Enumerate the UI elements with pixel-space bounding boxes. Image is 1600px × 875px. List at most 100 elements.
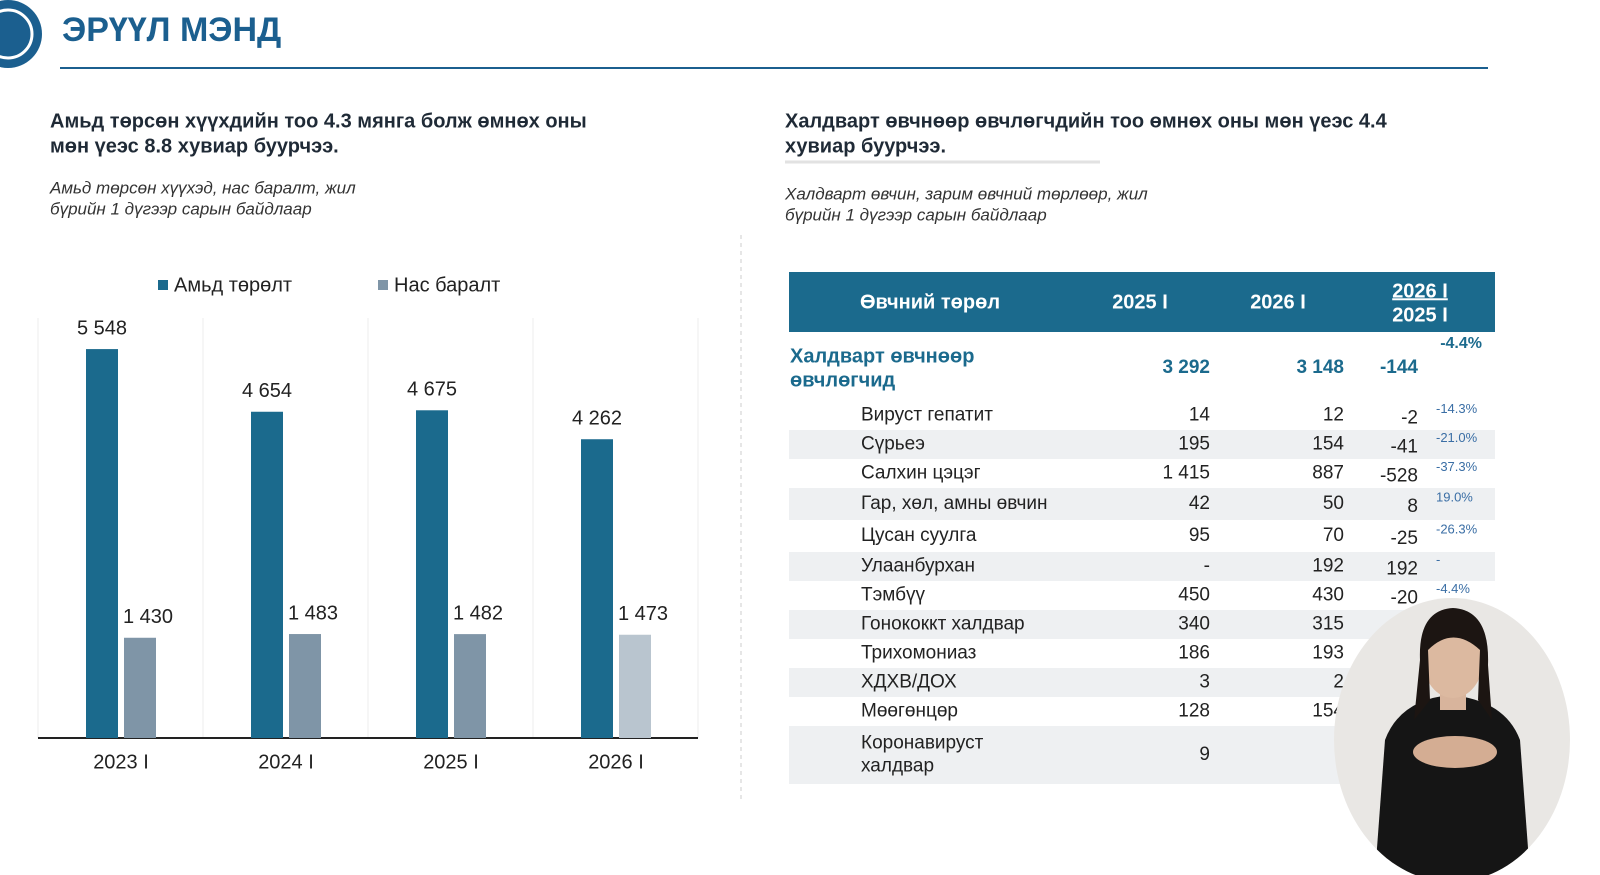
row-cell: 14 [1189, 405, 1211, 426]
header-cell: 2025 I [1392, 304, 1448, 326]
row-bg [789, 488, 1495, 520]
bar-value-label: 1 430 [123, 606, 173, 628]
row-cell: 192 [1386, 559, 1418, 580]
chart-title: мөн үеэс 8.8 хувиар буурчээ. [50, 135, 339, 157]
row-cell: 12 [1323, 405, 1344, 426]
row-name: Тэмбүү [861, 585, 926, 606]
row-name: Цусан суулга [861, 525, 977, 546]
table-title: Халдварт өвчнөөр өвчлөгчдийн тоо өмнөх о… [785, 110, 1388, 132]
interpreter-video [1334, 598, 1570, 875]
row-cell: 340 [1178, 614, 1210, 635]
row-cell: -20 [1391, 588, 1418, 609]
header-cell: 2025 I [1112, 291, 1168, 313]
row-cell: 2 [1333, 672, 1344, 693]
row-pct: -37.3% [1436, 459, 1478, 474]
bar [416, 410, 448, 738]
header-cell: 2026 I [1250, 291, 1306, 313]
bar-value-label: 4 675 [407, 379, 457, 401]
chart-subtitle: бүрийн 1 дүгээр сарын байдлаар [50, 199, 312, 218]
x-tick-label: 2025 I [423, 751, 479, 773]
chart-subtitle: Амьд төрсөн хүүхэд, нас баралт, жил [49, 178, 356, 197]
bar-value-label: 1 482 [453, 602, 503, 624]
row-name: Коронавируст [861, 733, 984, 754]
logo-ring [0, 8, 34, 60]
header-cell: 2026 I [1392, 280, 1448, 302]
total-name: өвчлөгчид [790, 369, 896, 391]
x-tick-label: 2026 I [588, 751, 644, 773]
chart-title: Амьд төрсөн хүүхдийн тоо 4.3 мянга болж … [50, 110, 587, 132]
bar [86, 349, 118, 738]
x-tick-label: 2023 I [93, 751, 149, 773]
row-cell: 3 [1199, 672, 1210, 693]
row-bg [789, 552, 1495, 581]
row-name: халдвар [861, 756, 934, 777]
row-pct: -26.3% [1436, 521, 1478, 536]
table-subtitle: Халдварт өвчин, зарим өвчний төрлөөр, жи… [784, 184, 1148, 203]
row-name: Гар, хөл, амны өвчин [861, 493, 1048, 514]
row-pct: -21.0% [1436, 430, 1478, 445]
row-cell: 9 [1199, 744, 1210, 765]
row-pct: 19.0% [1436, 489, 1473, 504]
total-pct: -4.4% [1440, 335, 1482, 352]
row-name: Салхин цэцэг [861, 463, 981, 484]
row-cell: 1 415 [1162, 463, 1210, 484]
row-cell: 887 [1312, 463, 1344, 484]
row-name: Сүрьеэ [861, 434, 925, 455]
row-cell: 70 [1323, 525, 1344, 546]
row-cell: -25 [1391, 528, 1418, 549]
row-cell: 42 [1189, 493, 1210, 514]
total-cell: 3 148 [1296, 357, 1344, 378]
bar [124, 637, 156, 738]
table: Халдварт өвчнөөр өвчлөгчдийн тоо өмнөх о… [784, 110, 1495, 784]
row-cell: 193 [1312, 643, 1344, 664]
bar [251, 411, 283, 738]
table-title: хувиар буурчээ. [785, 135, 946, 157]
bar-value-label: 1 483 [288, 602, 338, 624]
bar-value-label: 4 262 [572, 408, 622, 430]
legend-swatch [378, 280, 388, 290]
row-cell: 450 [1178, 585, 1210, 606]
row-cell: -528 [1380, 466, 1418, 487]
logo [0, 0, 42, 68]
row-cell: 195 [1178, 434, 1210, 455]
row-cell: 192 [1312, 556, 1344, 577]
row-cell: 430 [1312, 585, 1344, 606]
row-cell: 154 [1312, 434, 1344, 455]
row-pct: -4.4% [1436, 581, 1470, 596]
row-name: ХДХВ/ДОХ [861, 672, 957, 693]
row-cell: - [1204, 556, 1210, 577]
bar [289, 634, 321, 738]
row-name: Трихомониаз [861, 643, 976, 664]
row-cell: -2 [1401, 408, 1418, 429]
bar-value-label: 4 654 [242, 380, 292, 402]
header-cell: Өвчний төрөл [860, 291, 1000, 313]
row-cell: 186 [1178, 643, 1210, 664]
legend-swatch [158, 280, 168, 290]
legend-label: Нас баралт [394, 274, 500, 296]
bar [619, 634, 651, 738]
row-bg [789, 430, 1495, 459]
row-name: Гонококкт халдвар [861, 614, 1025, 635]
total-name: Халдварт өвчнөөр [790, 345, 974, 367]
table-subtitle: бүрийн 1 дүгээр сарын байдлаар [785, 205, 1047, 224]
row-cell: 95 [1189, 525, 1210, 546]
table-header-bg [789, 272, 1495, 332]
row-pct: - [1436, 552, 1440, 567]
row-name: Вируст гепатит [861, 405, 993, 426]
row-cell: 315 [1312, 614, 1344, 635]
bar-value-label: 5 548 [77, 317, 127, 339]
bar [454, 634, 486, 738]
total-cell: 3 292 [1162, 357, 1210, 378]
row-pct: -14.3% [1436, 401, 1478, 416]
total-cell: -144 [1380, 357, 1418, 378]
row-cell: -41 [1391, 437, 1418, 458]
bar-chart: Амьд төрсөн хүүхдийн тоо 4.3 мянга болж … [37, 110, 699, 773]
row-name: Мөөгөнцөр [861, 701, 958, 722]
x-tick-label: 2024 I [258, 751, 314, 773]
row-cell: 8 [1407, 496, 1418, 517]
row-cell: 128 [1178, 701, 1210, 722]
bar [581, 439, 613, 738]
row-name: Улаанбурхан [861, 556, 975, 577]
